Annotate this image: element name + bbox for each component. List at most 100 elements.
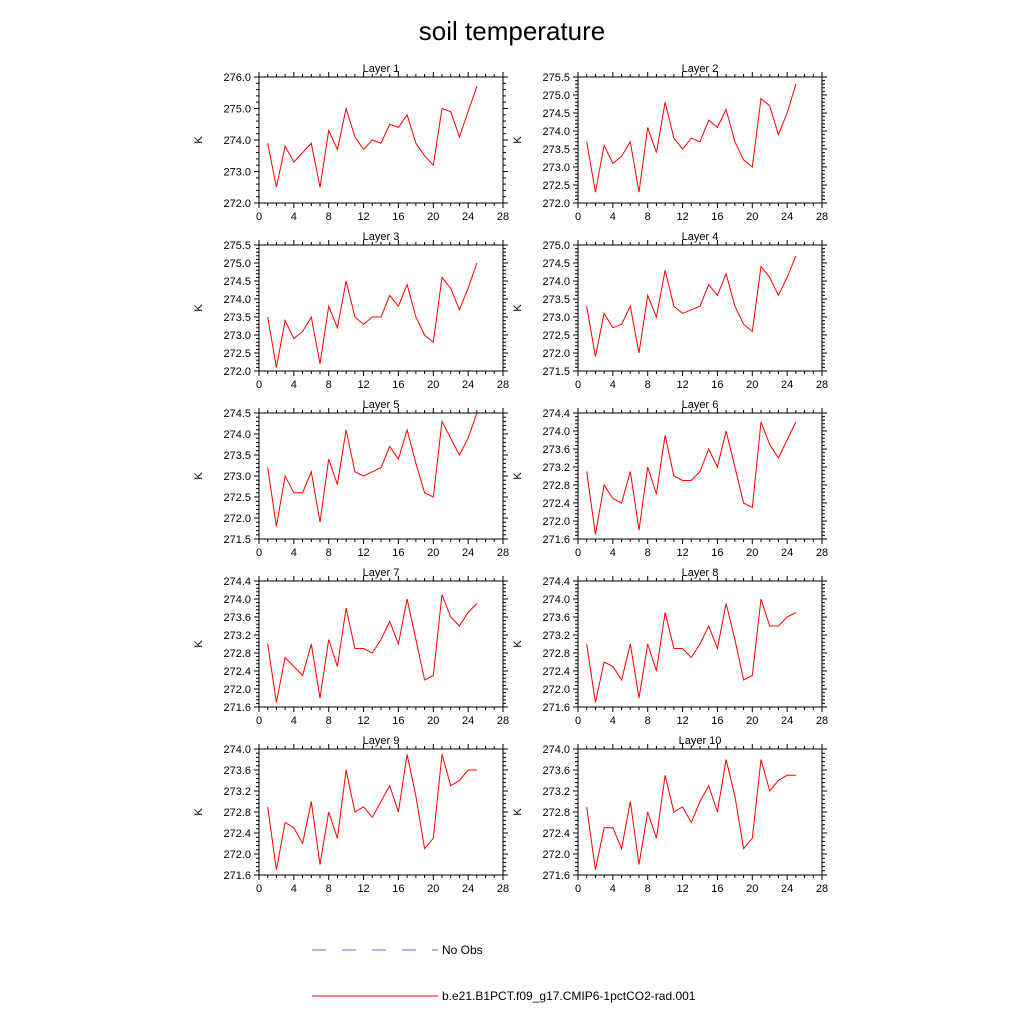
y-tick-label: 271.5 [223,534,251,546]
x-tick-label: 28 [816,883,828,895]
panel-title: Layer 5 [363,399,400,411]
y-tick-label: 275.0 [223,104,251,116]
x-tick-label: 8 [645,379,651,391]
x-tick-label: 12 [676,715,688,727]
x-tick-label: 20 [427,883,439,895]
x-tick-label: 0 [256,211,262,223]
x-tick-label: 24 [462,715,474,727]
y-tick-label: 272.0 [223,684,251,696]
y-tick-label: 275.0 [223,258,251,270]
y-axis-label: K [193,808,205,816]
panel-layer-9: Layer 9 0 4 8 12 16 20 24 28 271.6 272.0 272.4 272.8… [193,735,509,895]
x-tick-label: 0 [256,547,262,559]
panel-layer-7: Layer 7 0 4 8 12 16 20 24 28 271.6 272.0 272.4 272.8… [193,567,509,727]
y-axis-label: K [193,640,205,648]
x-tick-label: 28 [816,715,828,727]
x-tick-label: 28 [816,211,828,223]
y-tick-label: 274.0 [542,126,570,138]
y-tick-label: 272.0 [223,198,251,210]
y-tick-label: 273.0 [542,312,570,324]
x-tick-label: 28 [816,547,828,559]
x-tick-label: 8 [645,211,651,223]
x-tick-label: 0 [256,715,262,727]
panel-layer-5: Layer 5 0 4 8 12 16 20 24 28 271.5 272.0 272.5 273.0… [193,399,509,559]
y-tick-label: 274.4 [542,576,570,588]
x-tick-label: 12 [676,883,688,895]
y-tick-label: 273.6 [542,612,570,624]
y-tick-label: 272.0 [542,516,570,528]
panel-layer-1: Layer 1 0 4 8 12 16 20 24 28 272.0 273.0 274.0 275.0… [193,63,509,223]
y-tick-label: 273.2 [542,630,570,642]
y-tick-label: 273.2 [542,462,570,474]
panel-layer-4: Layer 4 0 4 8 12 16 20 24 28 271.5 272.0 272.5 273.0… [512,231,828,391]
y-tick-label: 274.4 [223,576,251,588]
x-tick-label: 16 [392,379,404,391]
y-tick-label: 273.2 [542,786,570,798]
y-tick-label: 271.6 [223,870,251,882]
x-tick-label: 16 [392,883,404,895]
plot-frame [258,76,504,204]
panel-layer-10: Layer 10 0 4 8 12 16 20 24 28 271.6 272.0 272.4 272.… [512,735,828,895]
series-line [267,262,478,368]
x-tick-label: 28 [497,715,509,727]
x-tick-label: 8 [326,211,332,223]
series-line [267,86,478,188]
y-tick-label: 273.5 [542,144,570,156]
y-tick-label: 272.0 [542,684,570,696]
x-tick-label: 8 [326,379,332,391]
y-tick-label: 274.0 [542,276,570,288]
y-tick-label: 274.0 [542,594,570,606]
y-tick-label: 276.0 [223,72,251,84]
y-tick-label: 271.5 [542,366,570,378]
y-tick-label: 272.4 [542,666,570,678]
x-tick-label: 16 [711,379,723,391]
plot-frame [577,76,823,204]
y-tick-label: 273.2 [223,786,251,798]
y-tick-label: 272.5 [223,348,251,360]
y-tick-label: 271.6 [542,870,570,882]
x-tick-label: 8 [645,883,651,895]
x-tick-label: 28 [497,547,509,559]
y-tick-label: 274.5 [223,276,251,288]
y-tick-label: 272.4 [542,828,570,840]
y-tick-label: 274.4 [542,408,570,420]
x-tick-label: 8 [326,715,332,727]
x-tick-label: 0 [575,547,581,559]
series-line [267,594,478,703]
series-line [586,421,797,535]
y-tick-label: 271.6 [223,702,251,714]
y-tick-label: 274.5 [223,408,251,420]
x-tick-label: 28 [816,379,828,391]
x-tick-label: 0 [575,379,581,391]
x-tick-label: 4 [610,883,616,895]
x-tick-label: 24 [462,883,474,895]
x-tick-label: 4 [610,715,616,727]
x-tick-label: 20 [427,379,439,391]
x-tick-label: 16 [711,211,723,223]
y-tick-label: 272.5 [542,180,570,192]
x-tick-label: 24 [462,379,474,391]
y-tick-label: 272.4 [542,498,570,510]
y-axis-label: K [512,136,524,144]
panel-title: Layer 10 [679,735,722,747]
y-tick-label: 275.0 [542,90,570,102]
panel-title: Layer 1 [363,63,400,75]
y-tick-label: 272.4 [223,828,251,840]
y-tick-label: 274.0 [223,294,251,306]
y-axis-label: K [512,304,524,312]
panels-grid: Layer 10 4 8 12 16 20 24 28272.0273.0274.0275.0… [193,63,828,895]
x-tick-label: 24 [781,379,793,391]
y-tick-label: 272.0 [542,198,570,210]
series-line [586,759,796,870]
x-tick-label: 12 [357,715,369,727]
y-tick-label: 272.0 [542,849,570,861]
x-tick-label: 24 [462,547,474,559]
series-line [586,255,797,357]
y-tick-label: 272.8 [542,480,570,492]
y-tick-label: 271.6 [542,702,570,714]
x-tick-label: 16 [711,883,723,895]
y-tick-label: 274.0 [223,744,251,756]
x-tick-label: 12 [357,547,369,559]
y-tick-label: 272.8 [542,648,570,660]
